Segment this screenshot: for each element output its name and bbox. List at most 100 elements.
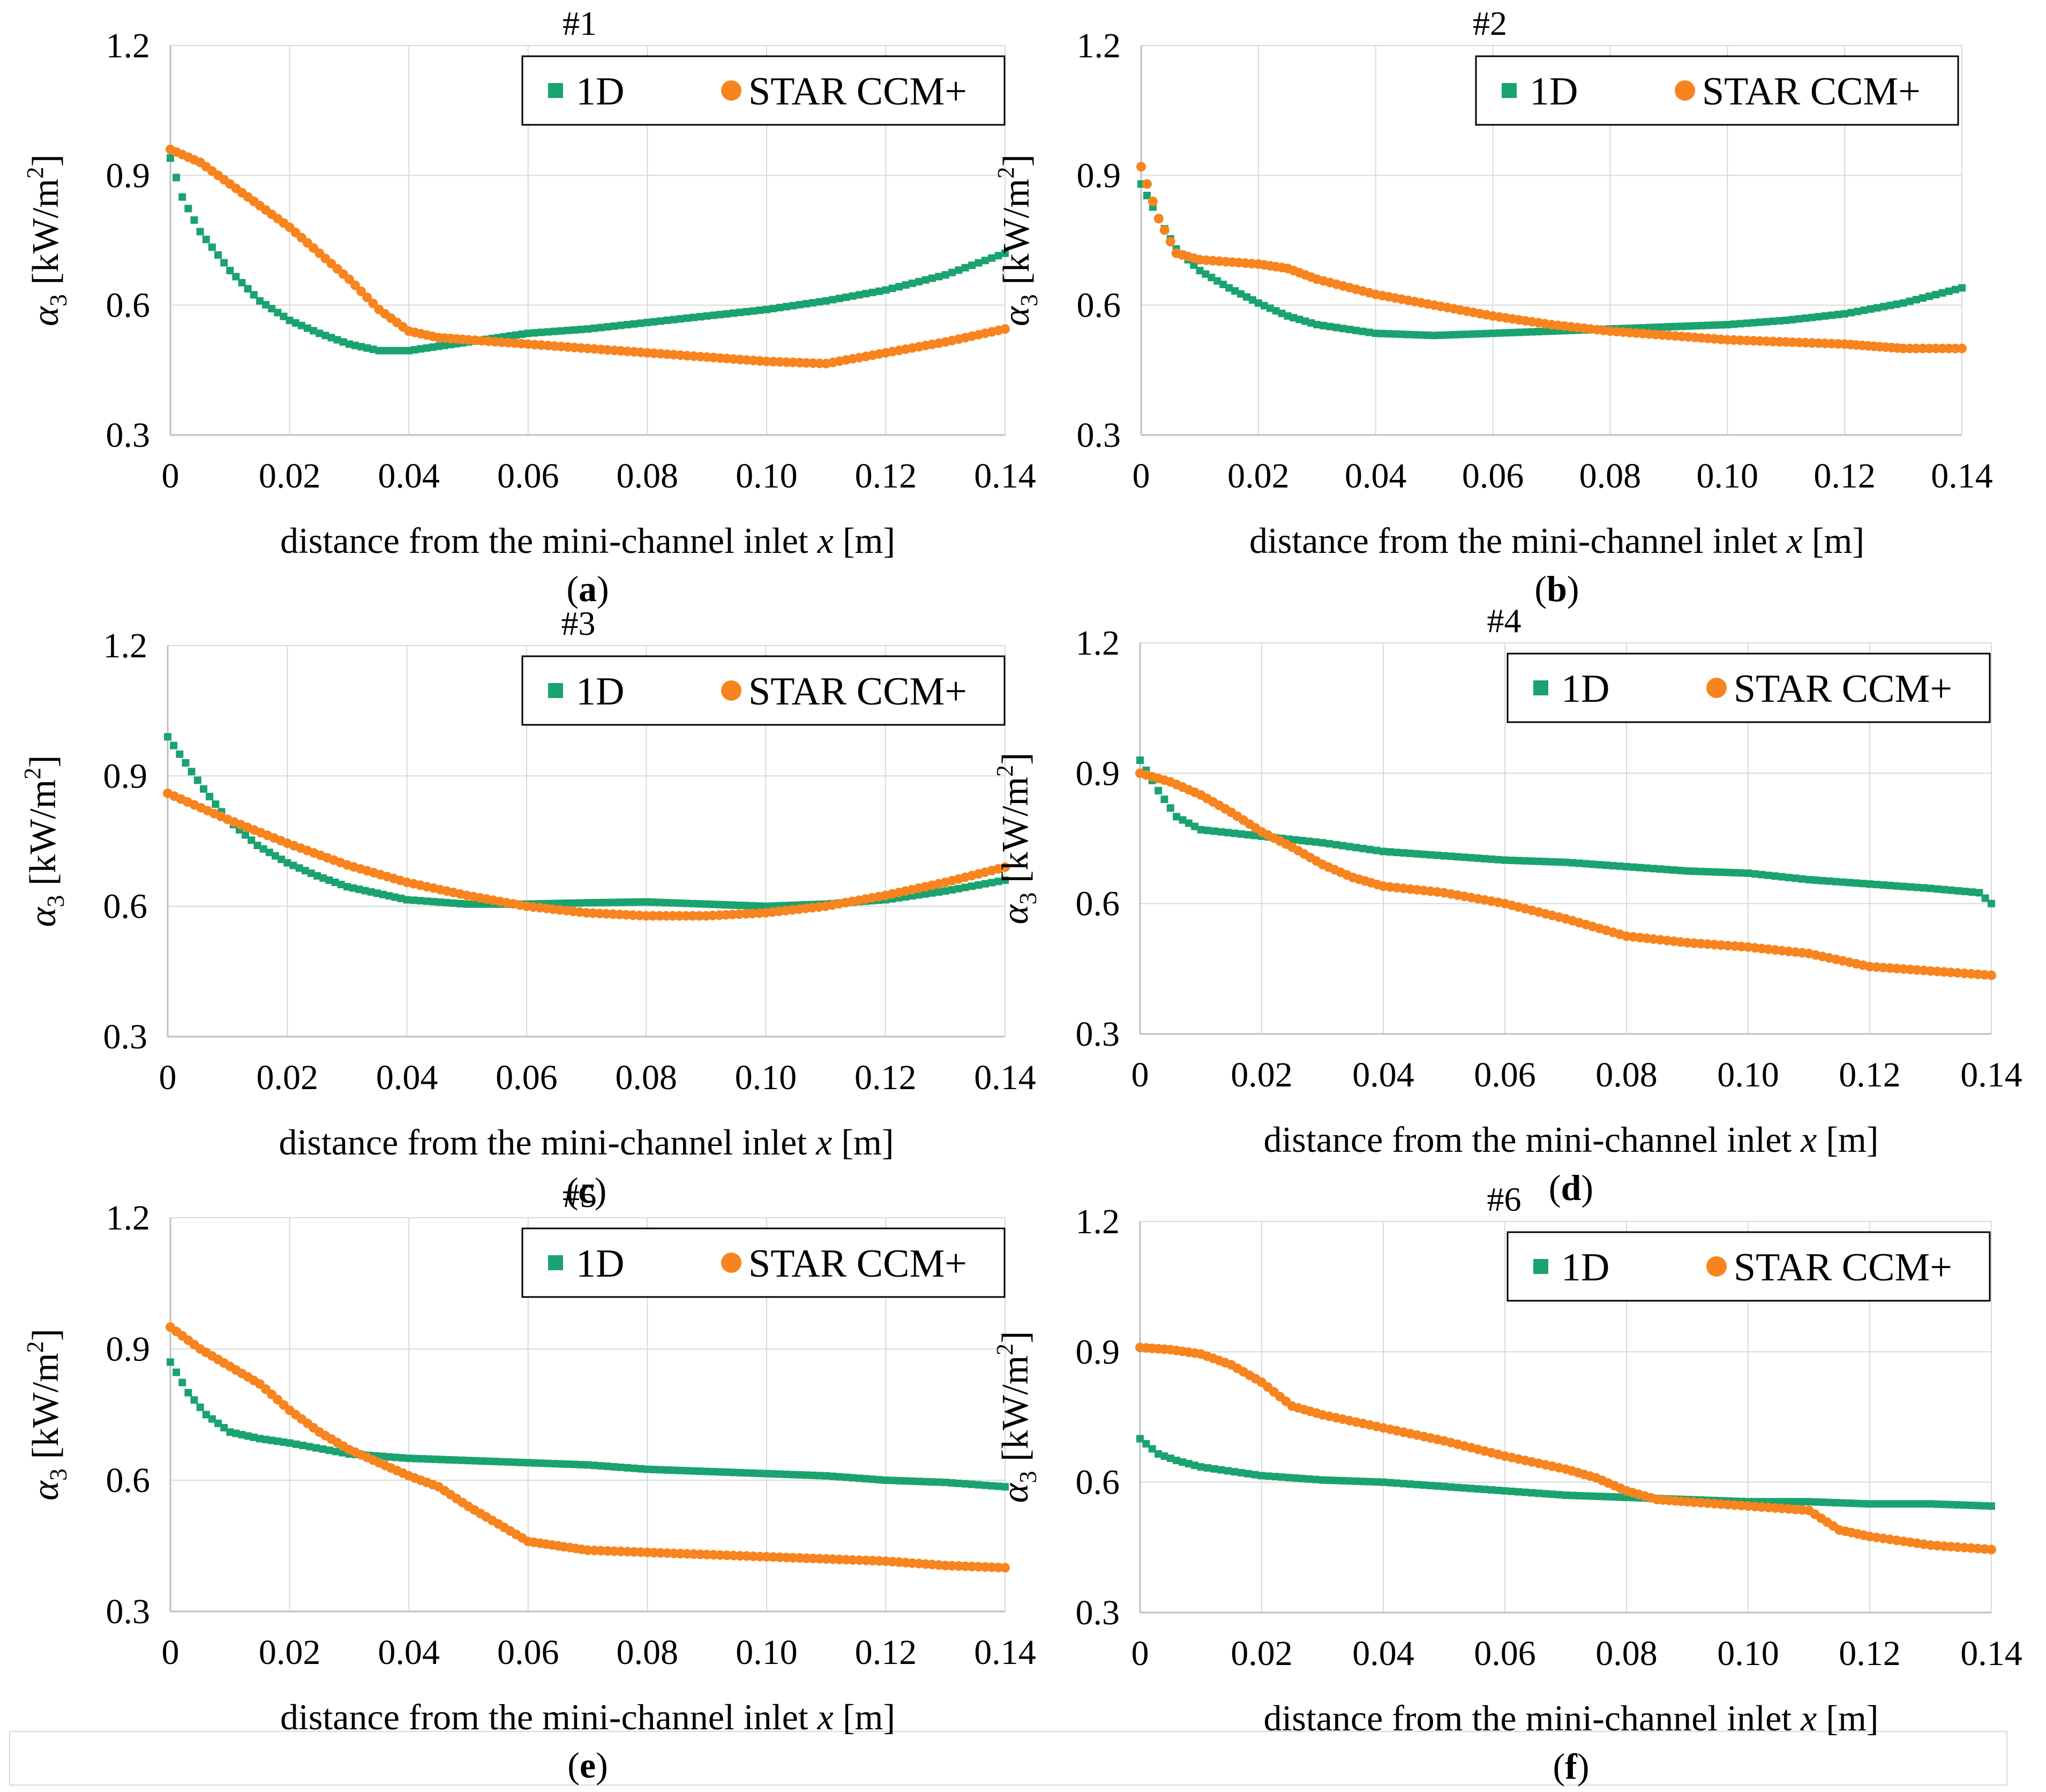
data-point-1d [735,901,743,909]
data-point-1d [1495,329,1503,337]
data-point-1d [955,884,963,893]
y-tick-label: 1.2 [106,26,151,65]
series-1d [164,733,1009,910]
data-point-1d [1231,1468,1239,1476]
data-point-1d [1332,841,1340,849]
data-point-1d [292,1440,300,1448]
data-point-1d [1951,286,1959,294]
data-point-1d [1749,319,1757,327]
data-point-1d [1758,871,1766,879]
legend-label-star-ccm: STAR CCM+ [748,70,967,114]
data-point-1d [1672,323,1680,331]
data-point-1d [1231,829,1239,837]
data-point-1d [417,345,425,353]
data-point-1d [1254,299,1262,307]
data-point-1d [1575,1491,1583,1499]
data-point-1d [1487,1486,1495,1494]
data-point-1d [286,1439,294,1447]
data-point-1d [1307,319,1315,327]
data-point-1d [244,284,252,293]
data-point-1d [776,1470,784,1478]
data-point-1d [220,259,228,267]
data-point-1d [736,309,744,317]
x-tick-label: 0.12 [1839,1055,1901,1094]
x-tick-label: 0.12 [855,1058,917,1097]
legend: 1D STAR CCM+ [1507,1231,1991,1302]
legend-label-star-ccm: STAR CCM+ [748,1242,967,1286]
data-point-1d [690,313,698,321]
data-point-1d [683,314,691,322]
data-point-1d [1260,302,1268,310]
data-point-1d [425,1455,433,1463]
data-point-1d [1359,327,1367,335]
data-point-1d [220,1424,228,1431]
data-point-1d [1846,1499,1854,1507]
data-point-1d [1313,321,1321,329]
data-point-1d [1450,331,1458,339]
data-point-1d [173,1368,181,1376]
data-point-1d [1834,311,1842,319]
data-point-1d [1683,867,1691,875]
data-point-1d [1730,868,1738,876]
data-point-1d [742,902,750,910]
data-point-1d [416,897,424,905]
data-point-1d [1502,329,1510,337]
data-point-1d [1393,1479,1401,1487]
data-point-1d [716,1468,724,1476]
data-point-1d [1487,855,1495,863]
data-point-1d [796,301,804,309]
data-point-1d [199,785,207,793]
x-tick-label: 0.04 [378,456,440,496]
data-point-1d [1481,854,1489,863]
data-point-1d [1535,1489,1543,1497]
data-point-1d [1219,280,1227,288]
data-point-1d [1160,796,1168,803]
data-point-1d [307,869,315,878]
data-point-1d [1231,287,1239,295]
data-point-1d [868,288,876,296]
data-point-star-ccm [368,298,378,309]
data-point-1d [178,193,186,201]
data-point-1d [1676,866,1684,874]
data-point-1d [715,901,723,909]
data-point-1d [445,1456,453,1464]
x-tick-label: 0 [1131,1634,1149,1673]
data-point-1d [1482,329,1490,338]
data-point-1d [769,1470,777,1478]
series-1d [1137,180,1966,340]
data-point-star-ccm [1148,196,1158,206]
data-point-1d [1413,1481,1421,1489]
data-point-1d [1792,1498,1800,1506]
data-point-1d [1437,331,1445,339]
data-point-1d [636,319,644,327]
data-point-1d [1981,894,1989,902]
y-tick-label: 0.9 [1076,1332,1120,1371]
legend-box [1507,1231,1991,1302]
panel-caption: (f) [1553,1746,1590,1787]
data-point-1d [1825,1498,1833,1506]
data-point-1d [571,1460,579,1468]
series-1d [1136,756,1995,908]
data-point-1d [915,891,923,899]
data-point-1d [1953,1501,1961,1509]
data-point-1d [1737,869,1745,877]
data-point-1d [1602,1493,1610,1501]
x-tick-label: 0.06 [1474,1634,1536,1673]
data-point-1d [1210,1465,1218,1473]
data-point-1d [327,334,335,342]
data-point-1d [975,1481,983,1489]
data-point-1d [1724,868,1732,876]
data-point-1d [1494,856,1502,864]
data-point-1d [1238,1469,1246,1477]
data-point-1d [729,901,737,909]
data-point-1d [928,1478,936,1486]
data-point-1d [743,1469,751,1477]
data-point-1d [1460,1484,1468,1492]
data-point-1d [935,1478,943,1486]
data-point-1d [908,279,916,287]
data-point-1d [1326,323,1334,331]
x-tick-label: 0.14 [974,1633,1036,1672]
data-point-1d [1197,1463,1205,1471]
data-point-1d [1474,854,1482,862]
data-point-1d [576,899,584,907]
